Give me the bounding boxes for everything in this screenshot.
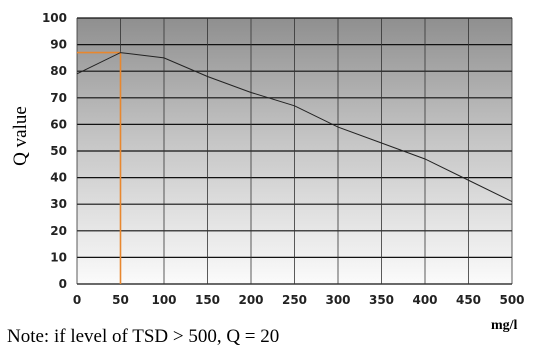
x-tick-labels: 0 50 100 150 200 250 300 350 400 450 500 (73, 293, 525, 307)
y-tick-label: 30 (50, 197, 67, 211)
guide-lines (77, 51, 122, 284)
y-tick-label: 0 (59, 277, 67, 291)
x-tick-label: 400 (412, 293, 437, 307)
y-tick-labels: 0 10 20 30 40 50 60 70 80 90 100 (42, 11, 67, 291)
x-axis-unit: mg/l (491, 318, 518, 333)
x-tick-label: 200 (238, 293, 263, 307)
x-tick-label: 450 (456, 293, 481, 307)
x-tick-label: 100 (151, 293, 176, 307)
y-tick-label: 50 (50, 144, 67, 158)
y-tick-label: 20 (50, 224, 67, 238)
series-line (76, 52, 513, 202)
chart-note: Note: if level of TSD > 500, Q = 20 (7, 326, 280, 347)
x-tick-label: 150 (195, 293, 220, 307)
x-tick-label: 500 (499, 293, 524, 307)
y-tick-label: 40 (50, 171, 67, 185)
y-tick-label: 90 (50, 38, 67, 52)
x-tick-label: 350 (369, 293, 394, 307)
series-layer (76, 52, 513, 202)
y-tick-label: 60 (50, 117, 67, 131)
x-tick-label: 250 (282, 293, 307, 307)
y-tick-label: 100 (42, 11, 67, 25)
x-tick-label: 300 (325, 293, 350, 307)
x-tick-label: 50 (112, 293, 129, 307)
y-tick-label: 80 (50, 64, 67, 78)
grid-lines (76, 17, 513, 285)
y-axis-label: Q value (10, 106, 31, 166)
x-tick-label: 0 (73, 293, 81, 307)
y-tick-label: 70 (50, 91, 67, 105)
y-tick-label: 10 (50, 250, 67, 264)
